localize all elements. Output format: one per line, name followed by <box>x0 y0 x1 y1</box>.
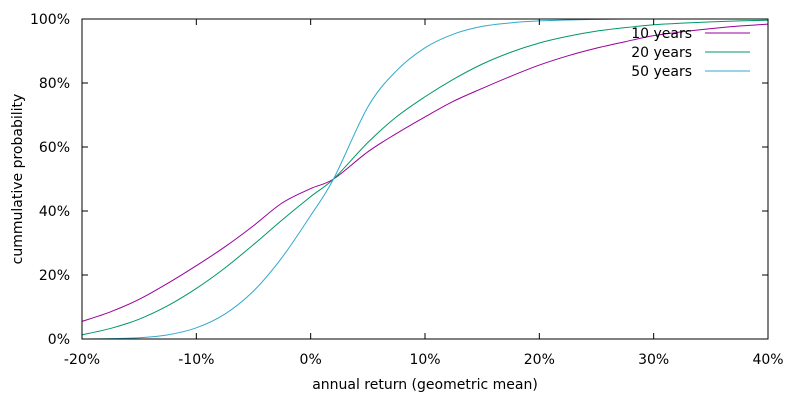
x-tick-label: 20% <box>524 352 555 368</box>
x-axis-title: annual return (geometric mean) <box>312 377 538 393</box>
ticks-layer <box>81 18 769 340</box>
legend: 10 years 20 years 50 years <box>631 26 750 80</box>
x-tick-label: 0% <box>300 352 322 368</box>
y-axis-title: cummulative probability <box>10 94 26 265</box>
legend-label: 10 years <box>631 26 692 42</box>
tick-labels-layer: -20% -10% 0% 10% 20% 30% 40% 0% 20% 40% 60% 80% 100% <box>30 12 784 368</box>
y-tick-label: 40% <box>39 204 70 220</box>
x-tick-label: -20% <box>64 352 100 368</box>
legend-label: 50 years <box>631 64 692 80</box>
series-line-10-years <box>81 23 769 322</box>
x-tick-label: 10% <box>409 352 440 368</box>
y-tick-label: 20% <box>39 268 70 284</box>
y-tick-label: 100% <box>30 12 70 28</box>
x-tick-label: -10% <box>178 352 214 368</box>
y-tick-label: 80% <box>39 76 70 92</box>
x-tick-label: 30% <box>638 352 669 368</box>
x-tick-label: 40% <box>752 352 783 368</box>
y-tick-label: 0% <box>48 332 70 348</box>
legend-label: 20 years <box>631 45 692 61</box>
y-tick-label: 60% <box>39 140 70 156</box>
